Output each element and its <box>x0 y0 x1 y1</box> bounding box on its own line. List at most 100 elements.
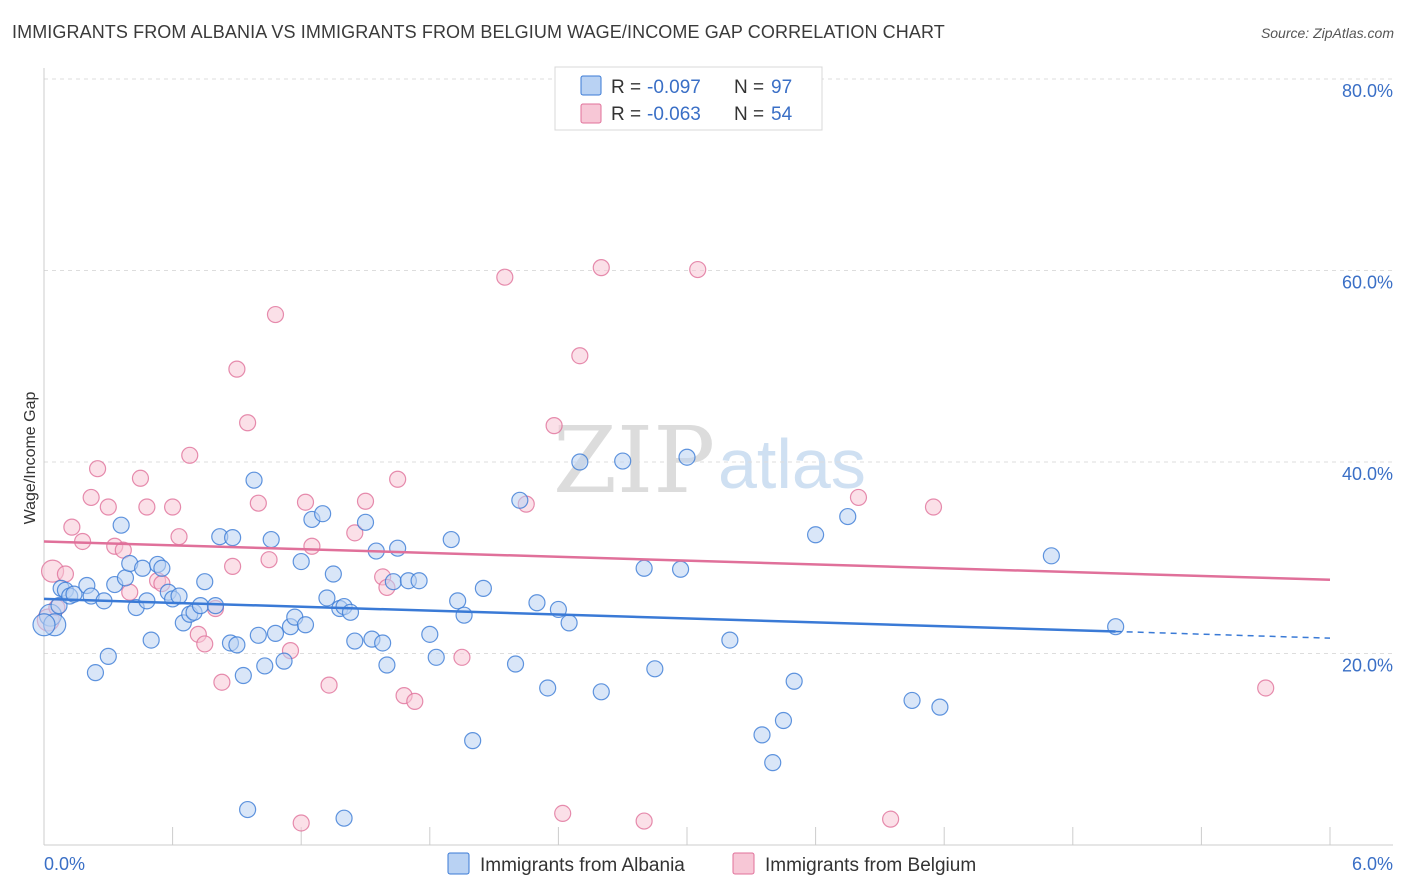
legend-r-value-albania: -0.097 <box>647 77 701 98</box>
belgium-point-7 <box>88 460 107 478</box>
albania-point-48 <box>318 589 336 607</box>
albania-point-67 <box>455 606 473 624</box>
source-label: Source: ZipAtlas.com <box>1260 25 1394 41</box>
albania-point-60 <box>389 539 407 557</box>
axes <box>43 68 1393 846</box>
x-tick-label-min: 0.0% <box>44 854 85 874</box>
albania-point-62 <box>410 572 428 590</box>
albania-point-13 <box>112 516 130 534</box>
y-tick-label-20: 20.0% <box>1342 656 1393 676</box>
albania-point-33 <box>224 529 242 547</box>
albania-point-17 <box>133 559 152 577</box>
albania-point-89 <box>839 507 857 526</box>
albania-point-91 <box>931 698 949 716</box>
albania-point-68 <box>464 732 482 750</box>
bottom-legend-label-belgium: Immigrants from Belgium <box>765 855 976 876</box>
albania-point-81 <box>671 560 690 578</box>
trend-lines <box>43 540 1331 639</box>
belgium-point-12 <box>131 469 150 487</box>
legend-n-label-belgium: N = <box>734 104 764 125</box>
albania-point-66 <box>449 592 467 610</box>
legend-n-value-albania: 97 <box>771 77 792 98</box>
legend-swatch-albania <box>580 75 602 96</box>
chart-title: IMMIGRANTS FROM ALBANIA VS IMMIGRANTS FR… <box>12 22 945 42</box>
albania-point-30 <box>206 597 225 615</box>
albania-trend-line <box>43 597 1116 633</box>
y-tick-labels: 20.0% 40.0% 60.0% 80.0% <box>1342 81 1393 676</box>
albania-point-39 <box>262 530 280 549</box>
legend-r-label-albania: R = <box>611 77 641 98</box>
y-tick-label-40: 40.0% <box>1342 464 1393 484</box>
albania-point-21 <box>153 559 171 577</box>
albania-point-11 <box>99 647 117 665</box>
watermark-atlas: atlas <box>718 425 866 503</box>
albania-point-38 <box>256 657 274 675</box>
albania-point-88 <box>806 526 825 544</box>
y-tick-label-60: 60.0% <box>1342 273 1393 293</box>
belgium-point-18 <box>181 446 199 464</box>
belgium-point-51 <box>882 810 900 828</box>
albania-point-54 <box>356 513 375 531</box>
belgium-point-27 <box>260 551 278 569</box>
bottom-legend-label-albania: Immigrants from Albania <box>480 855 685 876</box>
belgium-point-11 <box>121 583 139 601</box>
albania-point-96 <box>32 613 56 637</box>
belgium-point-46 <box>571 347 589 365</box>
belgium-point-28 <box>266 305 285 324</box>
bottom-legend-swatch-belgium <box>732 852 755 875</box>
belgium-point-50 <box>849 488 868 507</box>
albania-point-6 <box>65 585 83 603</box>
correlation-legend: R = -0.097 N = 97 R = -0.063 N = 54 <box>554 66 823 131</box>
albania-point-49 <box>324 565 342 583</box>
legend-n-value-belgium: 54 <box>771 104 793 125</box>
watermark: ZIP atlas <box>553 407 866 514</box>
albania-point-29 <box>196 573 214 591</box>
belgium-point-47 <box>592 259 610 277</box>
albania-point-72 <box>528 594 546 612</box>
belgium-point-35 <box>356 492 375 510</box>
albania-point-70 <box>506 655 525 673</box>
belgium-point-30 <box>292 814 310 832</box>
albania-point-40 <box>266 624 285 642</box>
albania-point-63 <box>421 625 439 643</box>
albania-point-58 <box>378 656 396 674</box>
albania-point-45 <box>296 616 315 634</box>
albania-point-95 <box>335 809 353 827</box>
belgium-point-38 <box>389 470 407 488</box>
albania-point-36 <box>245 471 263 489</box>
belgium-point-8 <box>99 498 117 516</box>
belgium-point-31 <box>296 493 315 511</box>
belgium-point-48 <box>635 812 653 830</box>
belgium-point-3 <box>56 565 75 583</box>
albania-point-94 <box>239 800 257 819</box>
albania-point-82 <box>678 448 696 466</box>
albania-point-92 <box>1042 547 1060 565</box>
albania-point-44 <box>292 552 310 571</box>
belgium-point-53 <box>1257 679 1275 697</box>
albania-point-34 <box>228 636 246 654</box>
albania-point-57 <box>374 634 392 652</box>
belgium-point-23 <box>224 557 242 575</box>
belgium-point-20 <box>196 635 214 653</box>
bottom-legend-swatch-albania <box>447 852 470 875</box>
albania-point-90 <box>903 691 921 710</box>
series-legend: Immigrants from Albania Immigrants from … <box>447 852 976 876</box>
albania-point-75 <box>560 614 578 632</box>
albania-point-76 <box>571 453 589 471</box>
y-axis-label: Wage/Income Gap <box>22 392 39 525</box>
albania-point-79 <box>635 559 653 577</box>
y-tick-label-80: 80.0% <box>1342 81 1393 101</box>
albania-point-84 <box>753 726 771 744</box>
belgium-point-17 <box>170 528 188 546</box>
belgium-point-33 <box>320 676 338 694</box>
belgium-point-24 <box>228 360 246 378</box>
belgium-point-6 <box>82 488 100 507</box>
albania-point-77 <box>592 683 610 701</box>
albania-point-37 <box>249 626 267 644</box>
belgium-point-25 <box>239 414 257 432</box>
albania-point-2 <box>50 597 68 615</box>
albania-point-73 <box>539 679 557 697</box>
albania-point-9 <box>86 664 105 682</box>
albania-point-65 <box>442 530 460 549</box>
